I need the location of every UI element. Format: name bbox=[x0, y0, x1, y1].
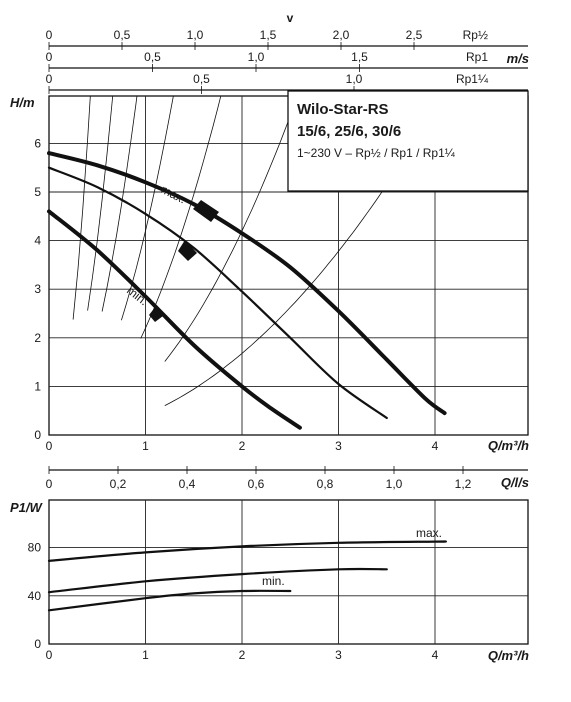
power-x-tick-label: 1 bbox=[142, 648, 149, 662]
velocity-tick-label: 0 bbox=[46, 50, 53, 64]
power-x-tick-label: 4 bbox=[432, 648, 439, 662]
head-y-tick-label: 6 bbox=[34, 136, 41, 150]
power-y-tick-label: 80 bbox=[28, 541, 42, 555]
head-curve bbox=[47, 209, 302, 430]
velocity-tick-label: 2,5 bbox=[406, 28, 423, 42]
velocity-tick-label: 2,0 bbox=[333, 28, 350, 42]
chart-title: Wilo-Star-RS bbox=[297, 101, 389, 118]
lps-axis-label: Q/l/s bbox=[501, 475, 529, 490]
power-chart: 0 40 80 0 1 2 3 4 P1/W Q/m³/h max. min. bbox=[10, 499, 529, 663]
speed-marker-max bbox=[193, 200, 219, 222]
velocity-tick-label: 0,5 bbox=[144, 50, 161, 64]
lps-tick-label: 0,6 bbox=[248, 477, 265, 491]
speed-marker-min bbox=[149, 306, 163, 322]
power-curve bbox=[47, 589, 292, 612]
head-y-tick-label: 0 bbox=[34, 428, 41, 442]
flow-lps-axis: 0 0,2 0,4 0,6 0,8 1,0 1,2 Q/l/s bbox=[46, 466, 529, 491]
velocity-tick-label: 0 bbox=[46, 72, 53, 86]
velocity-tick-label: 0 bbox=[46, 28, 53, 42]
head-y-tick-label: 3 bbox=[34, 282, 41, 296]
velocity-unit: m/s bbox=[507, 51, 529, 66]
power-series-label-max: max. bbox=[416, 526, 442, 540]
lps-tick-label: 1,2 bbox=[455, 477, 472, 491]
head-x-axis-label: Q/m³/h bbox=[488, 438, 529, 453]
head-curve bbox=[47, 166, 388, 420]
velocity-tick-label: 1,0 bbox=[248, 50, 265, 64]
head-y-tick-label: 4 bbox=[34, 234, 41, 248]
head-y-tick-label: 2 bbox=[34, 331, 41, 345]
head-x-tick-label: 4 bbox=[432, 439, 439, 453]
system-curve bbox=[87, 96, 114, 311]
chart-note: 1~230 V – Rp½ / Rp1 / Rp1¼ bbox=[297, 146, 456, 160]
head-y-axis-label: H/m bbox=[10, 95, 35, 110]
power-y-tick-label: 40 bbox=[28, 589, 42, 603]
lps-tick-label: 0,4 bbox=[179, 477, 196, 491]
power-x-tick-label: 0 bbox=[46, 648, 53, 662]
system-curve bbox=[164, 96, 299, 362]
head-curve bbox=[47, 151, 447, 416]
head-x-tick-label: 1 bbox=[142, 439, 149, 453]
velocity-scale-name: Rp1 bbox=[466, 50, 488, 64]
velocity-tick-label: 0,5 bbox=[193, 72, 210, 86]
system-curve bbox=[72, 96, 91, 320]
title-box bbox=[287, 90, 529, 192]
power-curve bbox=[47, 540, 447, 562]
velocity-tick-label: 0,5 bbox=[114, 28, 131, 42]
speed-marker-mid bbox=[178, 240, 197, 261]
power-y-axis-label: P1/W bbox=[10, 500, 44, 515]
lps-tick-label: 0,2 bbox=[110, 477, 127, 491]
head-series-label-min: min. bbox=[124, 283, 150, 308]
power-series-label-min: min. bbox=[262, 574, 285, 588]
power-y-tick-label: 0 bbox=[34, 637, 41, 651]
velocity-scale-name: Rp1¼ bbox=[456, 72, 489, 86]
lps-tick-label: 0 bbox=[46, 477, 53, 491]
power-x-tick-label: 2 bbox=[239, 648, 246, 662]
lps-tick-label: 0,8 bbox=[317, 477, 334, 491]
velocity-tick-label: 1,0 bbox=[346, 72, 363, 86]
head-y-tick-label: 1 bbox=[34, 379, 41, 393]
system-curve bbox=[101, 96, 138, 312]
velocity-scale-name: Rp½ bbox=[463, 28, 488, 42]
head-series-label-max: max. bbox=[159, 182, 189, 206]
velocity-tick-label: 1,5 bbox=[351, 50, 368, 64]
velocity-label: v bbox=[287, 11, 294, 25]
system-curve bbox=[121, 96, 174, 321]
power-x-tick-label: 3 bbox=[335, 648, 342, 662]
chart-subtitle: 15/6, 25/6, 30/6 bbox=[297, 123, 401, 140]
velocity-tick-label: 1,5 bbox=[260, 28, 277, 42]
head-x-tick-label: 2 bbox=[239, 439, 246, 453]
power-x-axis-label: Q/m³/h bbox=[488, 648, 529, 663]
velocity-tick-label: 1,0 bbox=[187, 28, 204, 42]
power-curve bbox=[47, 567, 388, 594]
head-x-tick-label: 3 bbox=[335, 439, 342, 453]
power-plot-frame bbox=[48, 499, 529, 645]
lps-tick-label: 1,0 bbox=[386, 477, 403, 491]
head-y-tick-label: 5 bbox=[34, 185, 41, 199]
head-x-tick-label: 0 bbox=[46, 439, 53, 453]
